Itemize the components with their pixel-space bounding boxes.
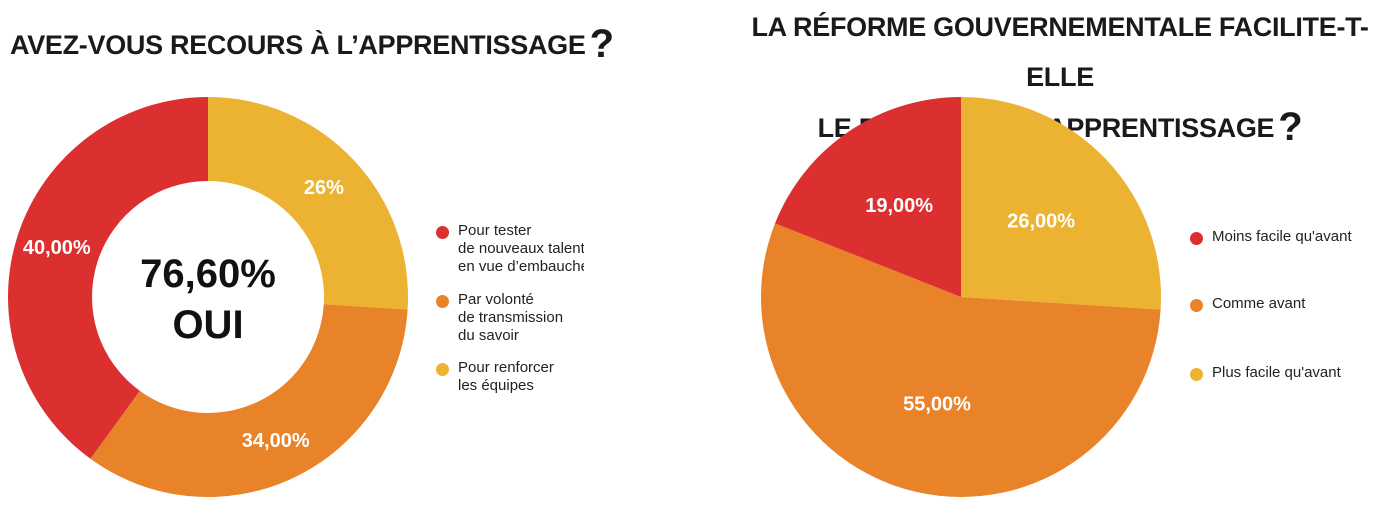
legend-dot-icon bbox=[1190, 299, 1203, 312]
donut-chart: 40,00% 34,00% 26% 76,60% OUI bbox=[7, 97, 408, 497]
chart-title-right-line1: LA RÉFORME GOUVERNEMENTALE FACILITE-T-EL… bbox=[751, 12, 1369, 92]
pie-chart: 19,00% 55,00% 26,00% bbox=[761, 97, 1161, 497]
slice-label-1: 19,00% bbox=[865, 195, 933, 217]
legend-label-line: Moins facile qu'avant bbox=[1212, 228, 1352, 245]
slice-label-3: 26% bbox=[304, 177, 344, 199]
legend-item-3: Pour renforcer les équipes bbox=[436, 359, 554, 395]
legend-item-2: Par volonté de transmission du savoir bbox=[436, 291, 563, 345]
legend-item-1: Moins facile qu'avant bbox=[1190, 228, 1352, 246]
chart-title-left: AVEZ-VOUS RECOURS À L’APPRENTISSAGE? bbox=[10, 22, 614, 66]
legend-item-2: Comme avant bbox=[1190, 295, 1305, 313]
legend-label: Pour renforcer les équipes bbox=[458, 359, 554, 395]
legend-dot-icon bbox=[1190, 368, 1203, 381]
legend-label-line: Pour tester bbox=[458, 222, 532, 239]
legend-item-3: Plus facile qu'avant bbox=[1190, 364, 1341, 382]
legend-label-line: Plus facile qu'avant bbox=[1212, 364, 1341, 381]
legend-label-line: Comme avant bbox=[1212, 295, 1306, 312]
legend-dot-icon bbox=[1190, 232, 1203, 245]
slice-label-2: 55,00% bbox=[903, 393, 971, 415]
slice-2 bbox=[761, 223, 1161, 497]
slice-2 bbox=[90, 304, 408, 497]
center-label: OUI bbox=[172, 303, 243, 347]
legend-label-line: de transmission bbox=[458, 309, 564, 326]
legend-label-line: du savoir bbox=[458, 327, 519, 344]
legend-label: Plus facile qu'avant bbox=[1212, 364, 1341, 382]
legend-label-line: Par volonté bbox=[458, 291, 534, 308]
legend-label-line: les équipes bbox=[458, 377, 534, 394]
legend-dot-icon bbox=[436, 363, 449, 376]
legend-label: Par volonté de transmission du savoir bbox=[458, 291, 563, 345]
legend-dot-icon bbox=[436, 295, 449, 308]
legend-left: Pour tester de nouveaux talents en vue d’e… bbox=[436, 222, 584, 412]
slice-label-2: 34,00% bbox=[242, 430, 310, 452]
slice-label-3: 26,00% bbox=[1007, 211, 1075, 233]
legend-label-line: de nouveaux talents bbox=[458, 240, 584, 257]
legend-label-line: Pour renforcer bbox=[458, 359, 554, 376]
legend-item-1: Pour tester de nouveaux talents en vue d’e… bbox=[436, 222, 584, 276]
legend-label: Comme avant bbox=[1212, 295, 1305, 313]
legend-label: Pour tester de nouveaux talents en vue d’e… bbox=[458, 222, 584, 276]
legend-right: Moins facile qu'avant Comme avant Plus fac… bbox=[1190, 228, 1375, 398]
center-value: 76,60% bbox=[140, 252, 276, 296]
legend-label-line: en vue d’embauche bbox=[458, 258, 584, 275]
legend-dot-icon bbox=[436, 226, 449, 239]
slice-label-1: 40,00% bbox=[23, 237, 91, 259]
legend-label: Moins facile qu'avant bbox=[1212, 228, 1352, 246]
slice-1 bbox=[775, 97, 961, 297]
slice-3 bbox=[961, 97, 1161, 310]
slice-1 bbox=[7, 97, 208, 459]
slice-3 bbox=[208, 97, 408, 310]
